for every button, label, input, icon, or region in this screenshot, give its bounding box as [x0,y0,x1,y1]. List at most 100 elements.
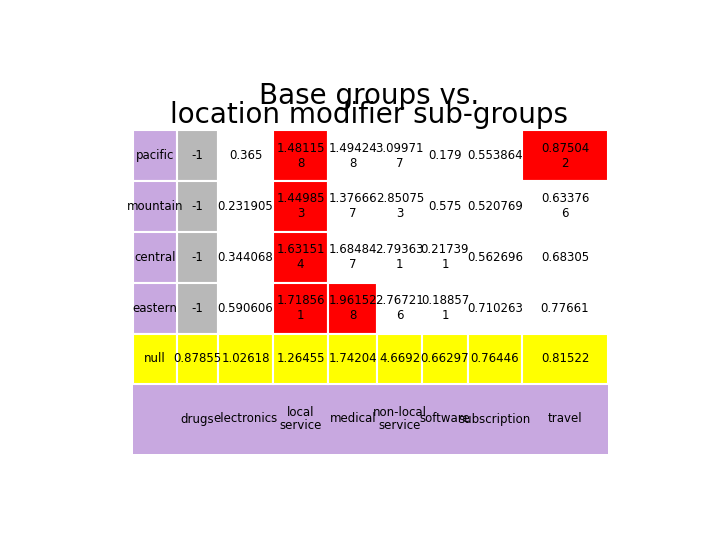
Text: 0.590606: 0.590606 [217,302,274,315]
Bar [132,283,177,334]
Text: 0.520769: 0.520769 [467,200,523,213]
Text: 2.76721
6: 2.76721 6 [375,294,424,322]
Bar [132,384,608,454]
Text: pacific: pacific [135,149,174,162]
Text: 0.87504
2: 0.87504 2 [541,141,589,170]
Text: 1.74204: 1.74204 [328,353,377,366]
Text: -1: -1 [192,251,204,264]
Text: 0.344068: 0.344068 [217,251,274,264]
Text: 2.79363
1: 2.79363 1 [376,244,424,271]
Text: 0.575: 0.575 [428,200,462,213]
Text: Base groups vs.: Base groups vs. [259,82,479,110]
Bar [377,130,423,181]
Text: 1.71856
1: 1.71856 1 [276,294,325,322]
Text: 0.63376
6: 0.63376 6 [541,192,589,220]
Bar [522,181,608,232]
Text: 0.76446: 0.76446 [471,353,519,366]
Bar [328,283,377,334]
Bar [218,334,273,384]
Bar [328,130,377,181]
Bar [522,130,608,181]
Bar [423,232,467,283]
Bar [467,283,522,334]
Bar [218,283,273,334]
Bar [218,130,273,181]
Text: 4.6692: 4.6692 [379,353,420,366]
Text: 0.66297: 0.66297 [420,353,469,366]
Text: null: null [144,353,166,366]
Bar [328,181,377,232]
Text: 1.02618: 1.02618 [221,353,270,366]
Text: local: local [287,406,315,420]
Bar [467,181,522,232]
Text: 3.09971
7: 3.09971 7 [376,141,424,170]
Bar [273,334,328,384]
Bar [328,334,377,384]
Text: 0.231905: 0.231905 [217,200,274,213]
Bar [132,181,177,232]
Bar [467,130,522,181]
Text: -1: -1 [192,302,204,315]
Text: 1.63151
4: 1.63151 4 [276,244,325,271]
Text: 2.85075
3: 2.85075 3 [376,192,424,220]
Bar [467,232,522,283]
Text: service: service [279,418,322,431]
Bar [218,232,273,283]
Text: 0.18857
1: 0.18857 1 [421,294,469,322]
Text: 0.21739
1: 0.21739 1 [420,244,469,271]
Bar [132,232,177,283]
Text: 0.68305: 0.68305 [541,251,589,264]
Text: 0.81522: 0.81522 [541,353,589,366]
Bar [522,334,608,384]
Text: 0.365: 0.365 [229,149,262,162]
Text: 1.26455: 1.26455 [276,353,325,366]
Bar [273,232,328,283]
Text: 0.562696: 0.562696 [467,251,523,264]
Text: mountain: mountain [127,200,183,213]
Bar [177,334,218,384]
Bar [522,232,608,283]
Text: software: software [420,413,470,426]
Bar [273,283,328,334]
Text: travel: travel [548,413,582,426]
Bar [273,181,328,232]
Bar [377,283,423,334]
Text: 0.553864: 0.553864 [467,149,523,162]
Text: 1.44985
3: 1.44985 3 [276,192,325,220]
Bar [132,334,177,384]
Text: service: service [379,418,421,431]
Bar [522,283,608,334]
Text: 1.37666
7: 1.37666 7 [328,192,377,220]
Text: drugs: drugs [181,413,215,426]
Text: 0.77661: 0.77661 [541,302,589,315]
Bar [177,130,218,181]
Text: -1: -1 [192,149,204,162]
Text: 1.96152
8: 1.96152 8 [328,294,377,322]
Text: 1.48115
8: 1.48115 8 [276,141,325,170]
Bar [423,283,467,334]
Text: medical: medical [330,413,376,426]
Bar [377,334,423,384]
Text: 0.710263: 0.710263 [467,302,523,315]
Bar [177,181,218,232]
Text: -1: -1 [192,200,204,213]
Bar [218,181,273,232]
Text: central: central [134,251,176,264]
Bar [328,232,377,283]
Text: 0.179: 0.179 [428,149,462,162]
Text: 0.87855: 0.87855 [174,353,222,366]
Bar [467,334,522,384]
Text: eastern: eastern [132,302,177,315]
Bar [132,130,177,181]
Bar [177,283,218,334]
Text: location modifier sub-groups: location modifier sub-groups [170,101,568,129]
Bar [177,232,218,283]
Bar [423,130,467,181]
Bar [377,181,423,232]
Text: 1.49424
8: 1.49424 8 [328,141,377,170]
Bar [273,130,328,181]
Text: non-local: non-local [373,406,427,420]
Bar [423,181,467,232]
Text: electronics: electronics [213,413,278,426]
Bar [423,334,467,384]
